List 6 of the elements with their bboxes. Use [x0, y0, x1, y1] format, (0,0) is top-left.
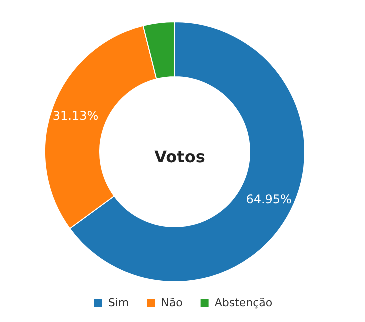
legend-label: Não: [161, 296, 184, 310]
legend-label: Abstenção: [214, 296, 273, 310]
text: Votos: [154, 148, 206, 166]
data-label: 31.13%: [52, 109, 99, 124]
data-label: 64.95%: [246, 192, 292, 207]
legend-label: Sim: [108, 296, 130, 310]
